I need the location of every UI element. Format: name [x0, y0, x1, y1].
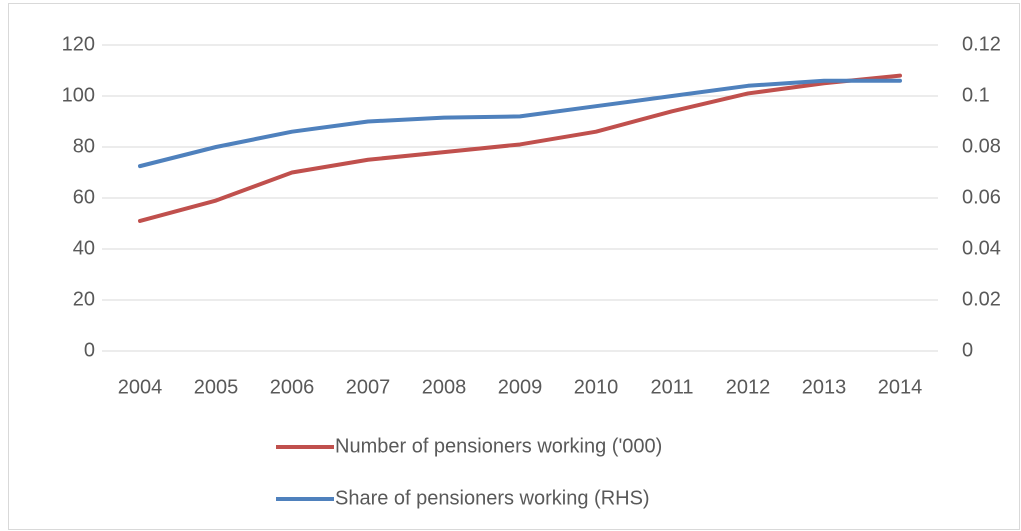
y2-tick-label: 0 — [962, 339, 973, 361]
y-tick-label: 20 — [73, 288, 95, 310]
legend-label: Number of pensioners working ('000) — [335, 435, 662, 457]
x-tick-label: 2010 — [574, 376, 619, 398]
x-tick-label: 2013 — [802, 376, 847, 398]
y-tick-label: 100 — [62, 84, 95, 106]
x-tick-label: 2009 — [498, 376, 543, 398]
x-tick-label: 2014 — [878, 376, 923, 398]
y-tick-label: 120 — [62, 33, 95, 55]
y2-tick-label: 0.1 — [962, 84, 990, 106]
y-tick-label: 40 — [73, 237, 95, 259]
series-line — [138, 73, 902, 223]
y-tick-label: 60 — [73, 186, 95, 208]
x-tick-label: 2007 — [346, 376, 391, 398]
y2-tick-label: 0.12 — [962, 33, 1001, 55]
x-tick-label: 2006 — [270, 376, 315, 398]
x-tick-label: 2012 — [726, 376, 771, 398]
legend-label: Share of pensioners working (RHS) — [335, 487, 650, 509]
y2-tick-label: 0.08 — [962, 135, 1001, 157]
x-tick-label: 2005 — [194, 376, 239, 398]
y2-tick-label: 0.06 — [962, 186, 1001, 208]
y2-tick-label: 0.04 — [962, 237, 1001, 259]
x-tick-label: 2011 — [650, 376, 693, 398]
series-line — [138, 78, 902, 169]
y2-tick-label: 0.02 — [962, 288, 1001, 310]
y-tick-label: 80 — [73, 135, 95, 157]
x-tick-label: 2004 — [118, 376, 163, 398]
y-tick-label: 0 — [84, 339, 95, 361]
x-tick-label: 2008 — [422, 376, 467, 398]
chart-frame — [8, 3, 1020, 530]
